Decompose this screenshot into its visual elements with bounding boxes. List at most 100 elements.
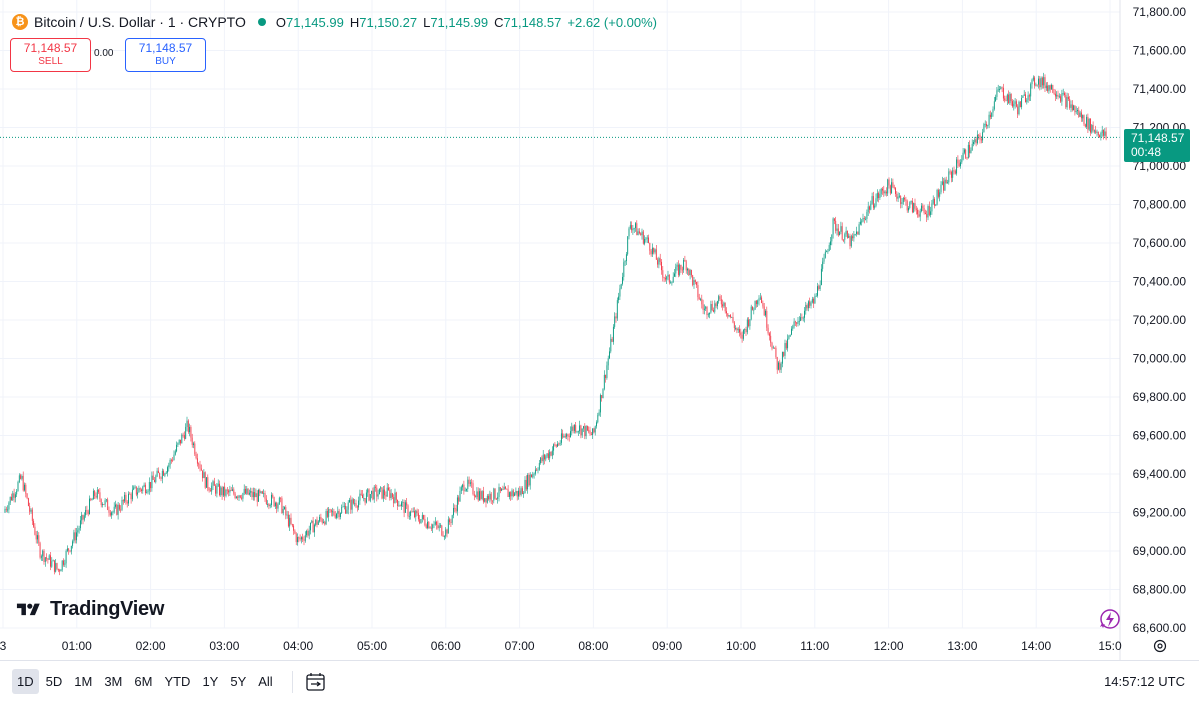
- lightning-icon[interactable]: [1097, 608, 1121, 632]
- candle: [121, 496, 123, 512]
- candle: [849, 233, 851, 250]
- candle: [1002, 83, 1004, 102]
- candle: [113, 502, 115, 514]
- candle: [831, 234, 833, 246]
- candle: [105, 498, 107, 503]
- candle: [199, 460, 201, 472]
- candle: [237, 495, 239, 501]
- go-to-date-calendar-icon[interactable]: [305, 671, 327, 693]
- candle: [91, 497, 93, 501]
- candle: [131, 485, 133, 502]
- candle: [53, 560, 55, 575]
- candle: [325, 508, 327, 526]
- candle: [532, 471, 534, 479]
- candle: [830, 237, 831, 250]
- candle: [365, 489, 367, 504]
- range-ytd[interactable]: YTD: [164, 674, 191, 689]
- candle: [928, 201, 930, 217]
- range-5d[interactable]: 5D: [45, 674, 63, 689]
- candle: [909, 201, 911, 210]
- candle: [35, 531, 37, 544]
- candle: [151, 471, 153, 492]
- candle: [161, 468, 163, 484]
- candle: [897, 192, 899, 203]
- candle: [281, 496, 283, 514]
- candle: [313, 523, 315, 537]
- candle: [644, 235, 646, 246]
- candle: [312, 516, 314, 533]
- candle: [1057, 90, 1059, 100]
- candle: [646, 235, 648, 243]
- candle: [441, 524, 443, 537]
- candle: [632, 225, 634, 235]
- candle: [246, 485, 248, 495]
- candle: [455, 504, 457, 514]
- candle: [577, 430, 579, 436]
- candle: [534, 466, 536, 476]
- candle: [1047, 82, 1049, 93]
- candle: [204, 471, 206, 490]
- candle: [196, 453, 198, 467]
- candle: [969, 140, 971, 158]
- candle: [589, 426, 591, 436]
- range-5y[interactable]: 5Y: [230, 674, 247, 689]
- candle: [155, 474, 157, 484]
- candle: [503, 482, 505, 490]
- candle: [12, 490, 14, 501]
- candle: [1005, 95, 1007, 102]
- candle: [993, 96, 995, 111]
- symbol-title[interactable]: Bitcoin / U.S. Dollar · 1 · CRYPTO: [34, 14, 246, 30]
- candle: [1073, 104, 1075, 111]
- candle: [225, 488, 227, 498]
- candle: [670, 280, 672, 284]
- y-tick-label: 70,800.00: [1133, 198, 1187, 212]
- candle: [976, 130, 978, 145]
- candle: [519, 486, 521, 497]
- candle: [802, 316, 804, 322]
- y-tick-label: 68,800.00: [1133, 583, 1187, 597]
- candle: [330, 509, 332, 517]
- range-6m[interactable]: 6M: [134, 674, 153, 689]
- range-1d[interactable]: 1D: [12, 669, 39, 694]
- candle: [807, 300, 809, 312]
- candle: [1045, 82, 1047, 91]
- settings-icon[interactable]: [1152, 638, 1168, 654]
- candle: [320, 513, 322, 522]
- range-1y[interactable]: 1Y: [202, 674, 219, 689]
- candle: [835, 216, 837, 234]
- candle: [260, 490, 262, 494]
- candle: [445, 527, 447, 539]
- candle: [923, 204, 925, 215]
- candle: [599, 393, 601, 417]
- spread-value: 0.00: [94, 48, 114, 59]
- range-1m[interactable]: 1M: [74, 674, 93, 689]
- range-3m[interactable]: 3M: [104, 674, 123, 689]
- buy-button[interactable]: 71,148.57 BUY: [125, 38, 206, 72]
- y-tick-label: 69,200.00: [1133, 506, 1187, 520]
- candle: [883, 185, 885, 197]
- utc-clock[interactable]: 14:57:12 UTC: [1104, 674, 1185, 689]
- candle: [315, 519, 317, 527]
- candle: [917, 207, 919, 218]
- candle: [421, 512, 423, 523]
- candle: [386, 482, 388, 497]
- candle: [1079, 110, 1081, 118]
- candle: [173, 450, 175, 461]
- sell-button[interactable]: 71,148.57 SELL: [10, 38, 91, 72]
- candle: [891, 178, 893, 194]
- candle: [789, 334, 791, 338]
- candle: [393, 494, 395, 508]
- tradingview-logo[interactable]: TradingView: [13, 598, 164, 621]
- candle: [732, 312, 734, 324]
- candle: [576, 430, 578, 434]
- candle: [163, 469, 165, 476]
- candle: [1078, 106, 1080, 118]
- candle: [362, 489, 363, 499]
- candle: [300, 536, 302, 544]
- price-chart[interactable]: 71,800.0071,600.0071,400.0071,200.0071,0…: [0, 0, 1199, 660]
- candle: [146, 489, 148, 494]
- range-all[interactable]: All: [258, 674, 273, 689]
- candle: [537, 467, 539, 474]
- candle: [584, 423, 586, 440]
- candle: [167, 465, 168, 477]
